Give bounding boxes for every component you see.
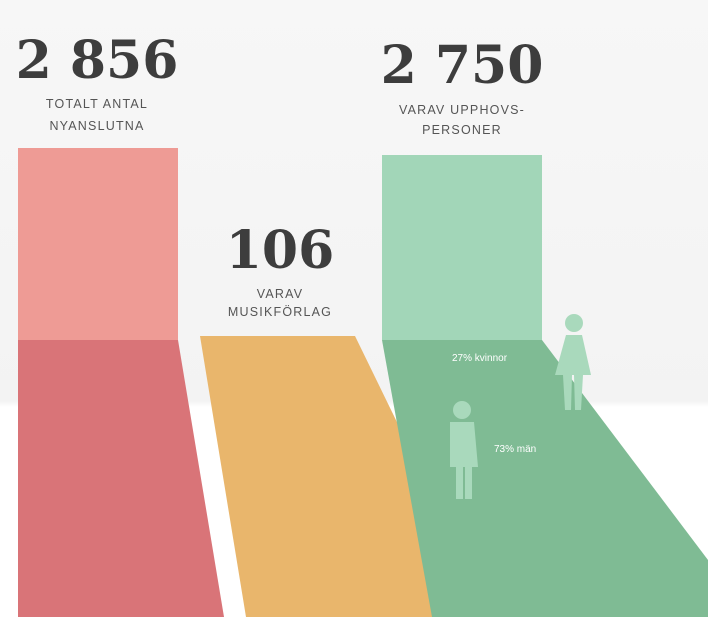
creator-label: PERSONER bbox=[422, 123, 502, 137]
man-icon bbox=[450, 401, 478, 499]
woman-icon bbox=[555, 314, 591, 410]
publisher-label: MUSIKFÖRLAG bbox=[228, 305, 332, 319]
total-value: 2 856 bbox=[16, 30, 179, 91]
red-column-top bbox=[18, 148, 178, 340]
red-column-bottom bbox=[18, 340, 224, 617]
orange-column bbox=[200, 336, 492, 617]
women-share: 27% kvinnor bbox=[452, 353, 508, 364]
total-label: NYANSLUTNA bbox=[49, 119, 144, 133]
green-column-top bbox=[382, 155, 542, 340]
publisher-value: 106 bbox=[226, 220, 335, 281]
men-share: 73% män bbox=[494, 444, 536, 455]
publisher-label: VARAV bbox=[257, 287, 304, 301]
total-label: TOTALT ANTAL bbox=[46, 97, 148, 111]
creator-value: 2 750 bbox=[381, 35, 544, 96]
creator-label: VARAV UPPHOVS- bbox=[399, 103, 525, 117]
